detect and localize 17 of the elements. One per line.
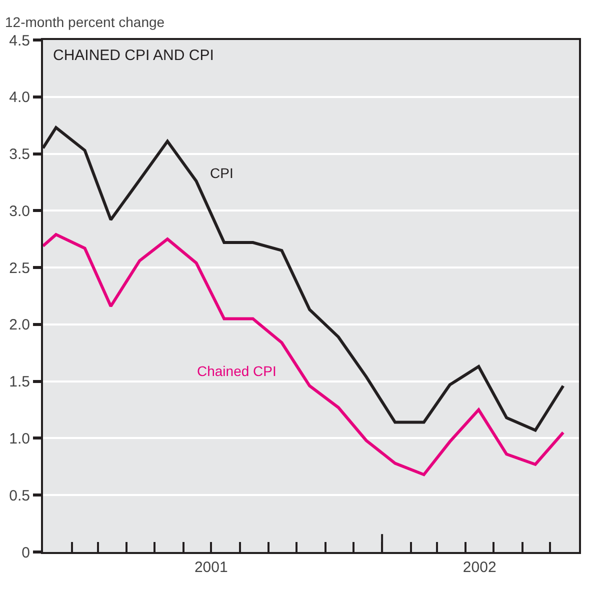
series-label: CPI — [210, 165, 234, 181]
x-tick-label: 2001 — [194, 559, 228, 576]
y-tick-label: 3.0 — [9, 202, 30, 220]
y-tick-label: 4.5 — [9, 32, 30, 50]
series-label: Chained CPI — [197, 363, 276, 379]
x-tick-label: 2002 — [462, 559, 496, 576]
y-tick-label: 1.0 — [9, 430, 30, 448]
y-tick-label: 2.5 — [9, 260, 30, 277]
text: CHAINED CPI AND CPI — [53, 47, 214, 64]
y-tick-label: 4.0 — [9, 89, 30, 106]
y-tick-label: 2.0 — [9, 316, 30, 334]
y-axis-title: 12-month percent change — [5, 14, 165, 30]
y-tick-label: 3.5 — [9, 146, 30, 164]
y-tick-label: 1.5 — [9, 374, 30, 391]
y-tick-label: 0.5 — [9, 487, 30, 504]
y-tick-label: 0 — [22, 544, 30, 562]
line-series — [43, 233, 565, 476]
